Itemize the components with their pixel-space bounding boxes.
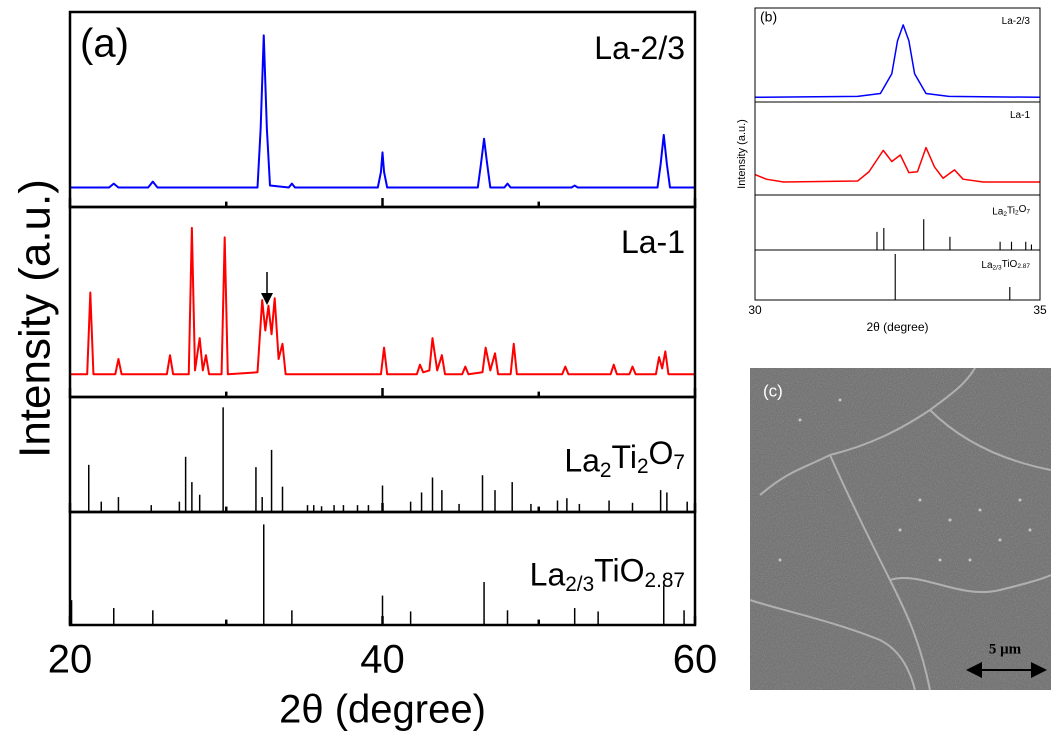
series-label: La-1 — [1010, 110, 1030, 121]
x-tick-label: 30 — [748, 303, 762, 317]
panel-frame — [755, 102, 1040, 195]
series-label: La-1 — [621, 224, 685, 260]
data-line — [755, 148, 1040, 182]
image-label: (c) — [763, 381, 783, 400]
panel-label: (a) — [80, 22, 129, 66]
series-label: La-2/3 — [594, 30, 685, 66]
y-axis-label: Intensity (a.u.) — [736, 119, 748, 189]
page: {"chart_data": [ {"type": "stacked", "pa… — [0, 0, 1051, 738]
series-label: La2Ti2O7 — [992, 204, 1030, 218]
panel-label: (b) — [760, 9, 777, 25]
sem-image: (c) 5 μm — [750, 368, 1051, 690]
data-line — [70, 228, 695, 374]
x-tick-label: 60 — [673, 638, 718, 682]
x-tick-label: 40 — [360, 638, 405, 682]
scale-bar-label: 5 μm — [989, 641, 1022, 657]
series-label: La-2/3 — [1002, 16, 1031, 27]
series-label: La2/3TiO2.87 — [981, 258, 1030, 271]
x-tick-label: 20 — [48, 638, 93, 682]
x-axis-label: 2θ (degree) — [866, 320, 928, 334]
x-tick-label: 35 — [1033, 303, 1047, 317]
x-axis-label: 2θ (degree) — [279, 688, 486, 732]
data-line — [755, 25, 1040, 97]
figure: (c) 5 μm La-2/3 La-1 La2Ti2O7 La2/3TiO2.87 2… — [0, 0, 1051, 738]
panel-frame — [755, 8, 1040, 102]
series-label: La2Ti2O7 — [564, 435, 685, 481]
series-label: La2/3TiO2.87 — [530, 553, 685, 595]
panel-frame — [755, 250, 1040, 300]
panel-frame — [755, 195, 1040, 250]
y-axis-label: Intensity (a.u.) — [11, 179, 60, 458]
